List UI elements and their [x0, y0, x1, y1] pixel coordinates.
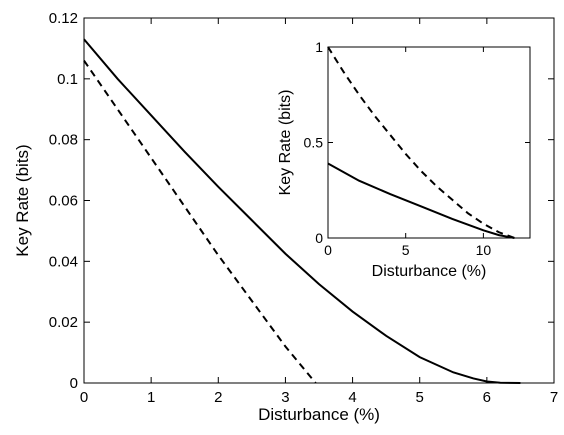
main-x-tick-label: 6 [483, 389, 491, 406]
main-y-tick-label: 0.1 [57, 71, 78, 88]
main-x-axis-label: Disturbance (%) [258, 405, 380, 424]
main-x-tick-label: 0 [80, 389, 88, 406]
inset-plot: 0 5 10 0 0.5 1 Disturbance (%) Key Rate (bits) [277, 39, 531, 280]
inset-y-tick-label: 0.5 [304, 135, 324, 151]
main-x-tick-label: 7 [550, 389, 558, 406]
inset-y-axis-label: Key Rate (bits) [277, 90, 294, 196]
main-x-tick-label: 1 [147, 389, 155, 406]
main-plot: 0 1 2 3 4 5 6 7 0 0.02 0.04 0.06 0.08 0.1 0.12 Disturba… [13, 10, 558, 424]
main-y-tick-label: 0.06 [49, 193, 78, 210]
inset-x-axis-label: Disturbance (%) [372, 263, 487, 280]
main-series-dashed-line [83, 60, 317, 384]
inset-y-tick-label: 0 [315, 230, 323, 246]
main-x-tick-label: 2 [214, 389, 222, 406]
main-y-tick-label: 0.08 [49, 132, 78, 149]
main-y-axis-label: Key Rate (bits) [13, 144, 32, 256]
inset-x-tick-label: 10 [476, 242, 492, 258]
inset-y-tick-label: 1 [315, 39, 323, 55]
inset-plot-background [328, 47, 530, 238]
inset-series-solid-line [327, 162, 515, 239]
inset-x-tick-label: 5 [402, 242, 410, 258]
main-series-solid-line [83, 38, 521, 384]
main-y-tick-label: 0.02 [49, 314, 78, 331]
main-x-tick-label: 4 [348, 389, 356, 406]
inset-x-tick-label: 0 [324, 242, 332, 258]
main-y-tick-label: 0.12 [49, 10, 78, 27]
main-x-tick-label: 5 [416, 389, 424, 406]
main-y-tick-label: 0.04 [49, 253, 78, 270]
main-y-tick-label: 0 [70, 375, 78, 392]
main-x-tick-label: 3 [281, 389, 289, 406]
